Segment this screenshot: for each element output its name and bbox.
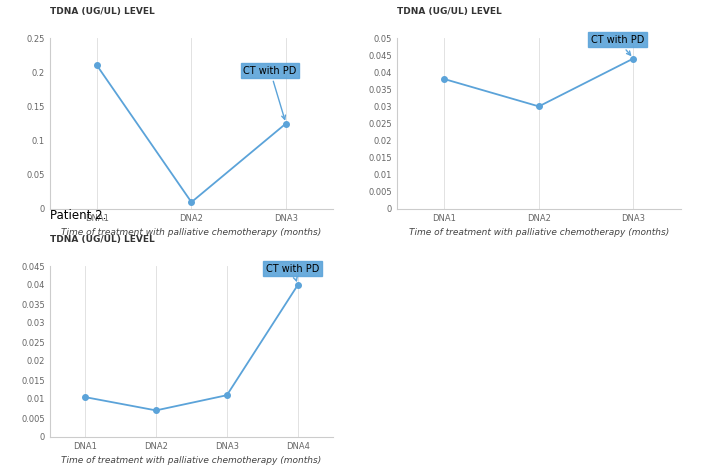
Text: CT with PD: CT with PD [591, 35, 644, 55]
X-axis label: Time of treatment with palliative chemotherapy (months): Time of treatment with palliative chemot… [61, 456, 322, 466]
X-axis label: Time of treatment with palliative chemotherapy (months): Time of treatment with palliative chemot… [408, 228, 669, 238]
X-axis label: Time of treatment with palliative chemotherapy (months): Time of treatment with palliative chemot… [61, 228, 322, 238]
Text: TDNA (UG/UL) LEVEL: TDNA (UG/UL) LEVEL [50, 7, 155, 16]
Text: Patient 2.: Patient 2. [50, 209, 106, 221]
Text: TDNA (UG/UL) LEVEL: TDNA (UG/UL) LEVEL [50, 235, 155, 244]
Text: CT with PD: CT with PD [243, 66, 297, 119]
Text: CT with PD: CT with PD [266, 264, 319, 281]
Text: TDNA (UG/UL) LEVEL: TDNA (UG/UL) LEVEL [397, 7, 502, 16]
